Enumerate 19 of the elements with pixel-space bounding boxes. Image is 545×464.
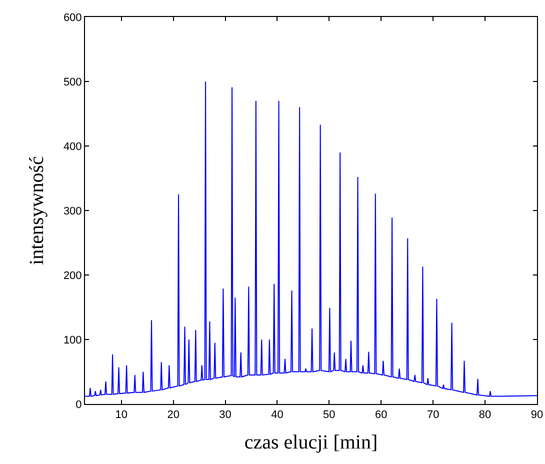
y-tick-label: 100 <box>63 334 82 346</box>
x-tick-label: 80 <box>478 409 492 422</box>
y-tick-label: 600 <box>63 12 82 24</box>
y-tick-label: 300 <box>63 205 82 218</box>
y-tick-label: 400 <box>63 140 82 153</box>
x-tick-label: 40 <box>271 409 284 422</box>
x-tick-label: 50 <box>323 409 336 422</box>
y-tick-label: 200 <box>63 270 82 282</box>
x-tick-label: 30 <box>219 409 232 422</box>
x-tick-label: 90 <box>530 409 544 422</box>
y-tick-label: 500 <box>63 76 82 88</box>
x-tick-label: 70 <box>426 409 440 422</box>
x-axis-title: czas elucji [min] <box>244 432 378 454</box>
y-axis-title: intensywność <box>26 156 48 265</box>
x-tick-label: 20 <box>167 409 180 422</box>
x-tick-label: 10 <box>115 409 128 422</box>
y-tick-label: 0 <box>76 398 82 411</box>
line-series <box>85 81 537 397</box>
x-tick-label: 60 <box>375 409 388 422</box>
